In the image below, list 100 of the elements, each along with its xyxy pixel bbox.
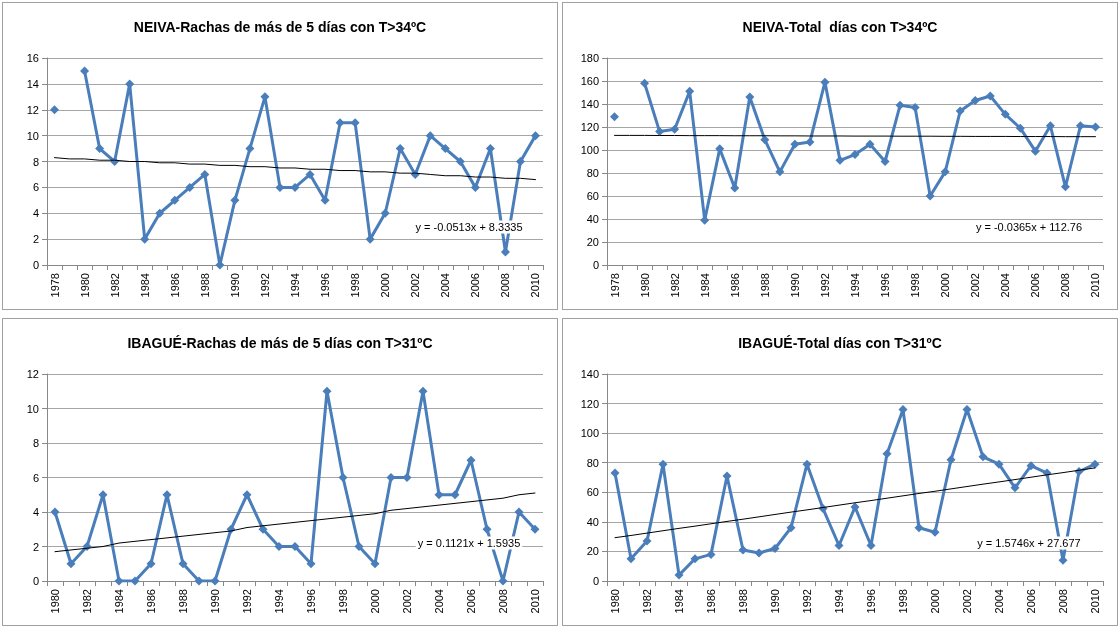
x-tick-label: 1992 [258,273,271,298]
x-tick-label: 1986 [145,589,157,614]
x-tick-label: 1996 [879,273,892,298]
point [66,559,76,569]
point [880,157,890,166]
y-tick-label: 20 [586,545,599,558]
x-tick-label: 2006 [1025,589,1037,614]
point [760,135,770,145]
y-tick-label: 2 [32,540,39,553]
point [970,96,980,106]
point [786,523,796,533]
point [790,139,800,149]
point [245,144,255,154]
x-tick-label: 2000 [929,589,941,614]
x-tick-label: 1988 [198,273,211,298]
x-tick-label: 2010 [529,273,542,298]
y-tick-label: 120 [580,397,599,410]
line-series [54,157,536,181]
x-tick-label: 1992 [801,589,813,614]
x-tick-label: 1996 [305,589,317,614]
chart-title: IBAGUÉ-Total días con T>31ºC [738,335,942,351]
x-tick-label: 1980 [609,589,621,614]
y-tick-label: 80 [586,167,599,179]
x-tick-label: 2008 [499,273,512,298]
point [194,576,204,586]
y-tick-label: 8 [32,437,39,449]
point [230,195,240,205]
point [335,118,345,128]
x-tick-label: 2002 [409,273,422,298]
x-tick-label: 1982 [668,273,681,298]
point [455,157,465,166]
point [450,490,460,500]
x-tick-label: 1994 [833,589,845,614]
point [258,524,268,534]
line-series [54,492,536,553]
y-tick-label: 12 [26,103,39,116]
point [350,118,360,128]
point [530,524,540,534]
point [674,570,684,580]
point [50,105,60,115]
y-tick-label: 0 [32,259,39,271]
point [895,100,905,110]
point [670,124,680,134]
y-tick-label: 140 [580,98,599,110]
x-tick-label: 2010 [1089,273,1102,298]
point [425,131,435,141]
point [515,157,525,166]
x-tick-label: 2010 [1089,589,1101,614]
point [170,195,180,205]
y-tick-label: 16 [26,52,39,64]
point [610,112,620,122]
point [642,536,652,546]
x-tick-label: 2004 [993,589,1005,614]
x-tick-label: 2000 [939,273,952,298]
x-tick-label: 1984 [138,273,151,298]
point [185,182,195,192]
x-tick-label: 2002 [969,273,982,298]
point [910,102,920,112]
x-tick-label: 1984 [113,589,125,614]
point [370,559,380,569]
point [706,549,716,559]
point [850,150,860,160]
point [1090,459,1100,469]
chart-title: NEIVA-Total días con T>34ºC [742,19,938,35]
x-tick-label: 1990 [209,589,221,614]
annotation: y = -0.0513x + 8.3335 [415,221,523,233]
y-tick-label: 60 [586,486,599,499]
x-tick-label: 2008 [1057,589,1069,614]
x-tick-label: 1986 [705,589,717,614]
point [155,208,165,218]
point [914,523,924,533]
y-tick-label: 6 [32,471,39,484]
point [306,559,316,569]
x-tick-label: 2002 [401,589,413,614]
x-tick-label: 2002 [961,589,973,614]
point [210,576,220,586]
point [178,559,188,569]
point [626,554,636,564]
x-tick-label: 1996 [865,589,877,614]
x-tick-label: 1998 [897,589,909,614]
x-tick-label: 1996 [319,273,332,298]
point [994,459,1004,469]
x-tick-label: 1990 [788,273,801,298]
x-tick-label: 1984 [698,273,711,298]
point [655,127,665,137]
point [754,548,764,558]
y-tick-label: 60 [586,190,599,202]
point [1015,123,1025,133]
x-tick-label: 2010 [529,589,541,614]
x-tick-label: 1978 [608,273,621,298]
point [690,554,700,564]
annotation: y = 1.5746x + 27.677 [977,537,1081,549]
point [200,169,210,179]
x-tick-label: 1992 [818,273,831,298]
annotation: y = 0.1121x + 1.5935 [417,537,521,549]
x-tick-label: 2006 [465,589,477,614]
x-tick-label: 1990 [228,273,241,298]
point [130,576,140,586]
y-tick-label: 100 [580,427,599,440]
point [470,182,480,192]
